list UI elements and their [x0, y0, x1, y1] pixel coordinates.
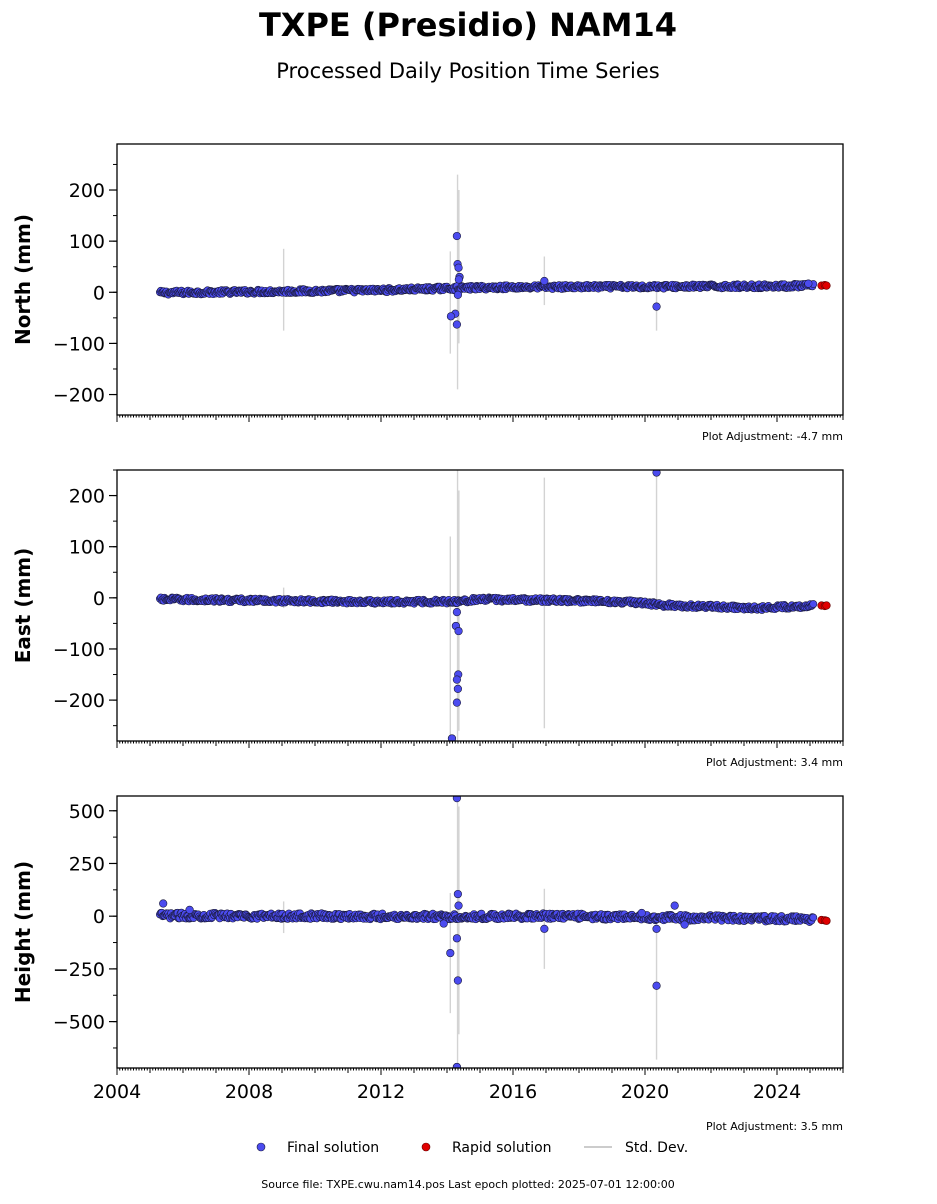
legend-rapid-label: Rapid solution	[452, 1140, 552, 1156]
height-final-point	[452, 934, 462, 943]
height-y-tick-label: −500	[53, 1012, 105, 1034]
height-final-point	[652, 924, 661, 933]
figure-title: TXPE (Presidio) NAM14	[259, 6, 677, 44]
east-plot-area	[155, 470, 831, 741]
panels: −200 −100 0 100 200 North (mm) Plot Adjustment…	[11, 143, 844, 1133]
height-x-tick-label: 2008	[225, 1081, 273, 1103]
height-x-tick-label: 2016	[489, 1081, 537, 1103]
height-x-tick-label: 2012	[357, 1081, 405, 1103]
north-final-point	[446, 312, 456, 321]
height-x-ticks: 2004 2008 2012 2016 2020 2024	[93, 1068, 844, 1103]
north-y-tick-label: 200	[69, 180, 105, 202]
north-y-tick-label: −100	[53, 333, 105, 355]
height-x-tick-label: 2024	[753, 1081, 801, 1103]
height-final-solution-series	[155, 796, 818, 1068]
north-y-tick-label: 100	[69, 231, 105, 253]
east-rapid-solution-series	[817, 601, 831, 611]
north-final-point	[652, 302, 661, 311]
height-final-point	[439, 919, 448, 928]
panel-east: −200 −100 0 100 200 East (mm) Plot Adjustment:…	[11, 469, 844, 769]
east-final-point	[652, 470, 661, 477]
height-y-ticks: −500 −250 0 250 500	[53, 801, 117, 1049]
north-final-point	[454, 263, 463, 272]
height-final-point	[540, 924, 549, 933]
east-y-tick-label: 0	[93, 588, 105, 610]
height-final-point	[446, 948, 455, 958]
height-final-point	[453, 976, 462, 985]
legend: Final solution Rapid solution Std. Dev.	[256, 1140, 688, 1156]
east-final-point	[447, 734, 457, 741]
east-final-solution-series	[155, 470, 818, 741]
east-y-axis-label: East (mm)	[11, 548, 35, 664]
east-final-point	[452, 608, 462, 617]
height-y-tick-label: −250	[53, 959, 105, 981]
height-final-point	[185, 905, 194, 914]
height-axes-frame	[116, 795, 844, 1069]
north-plot-area	[155, 174, 831, 390]
figure-subtitle: Processed Daily Position Time Series	[276, 59, 660, 83]
legend-final-label: Final solution	[287, 1140, 379, 1156]
east-y-tick-label: 100	[69, 537, 105, 559]
east-final-point	[452, 698, 462, 707]
north-final-point	[452, 231, 462, 241]
north-plot-adjustment: Plot Adjustment: -4.7 mm	[702, 430, 843, 443]
east-y-tick-label: −100	[53, 639, 105, 661]
panel-height: 2004 2008 2012 2016 2020 2024 −500 −250 0 250 500 H…	[11, 795, 844, 1133]
height-y-tick-label: 0	[93, 906, 105, 928]
height-x-tick-label: 2004	[93, 1081, 141, 1103]
legend-stddev-label: Std. Dev.	[625, 1140, 688, 1156]
height-rapid-point	[822, 916, 831, 925]
height-y-axis-label: Height (mm)	[11, 861, 35, 1003]
north-axes-frame	[116, 143, 844, 416]
legend-rapid-marker	[421, 1142, 431, 1152]
height-final-point	[809, 913, 818, 922]
east-y-tick-label: −200	[53, 690, 105, 712]
north-final-point	[452, 320, 462, 329]
north-y-tick-label: 0	[93, 282, 105, 304]
height-final-point	[637, 908, 646, 918]
north-y-axis-label: North (mm)	[11, 214, 35, 345]
height-final-point	[652, 981, 661, 990]
height-plot-area	[155, 796, 831, 1068]
north-final-solution-series	[155, 231, 818, 329]
height-y-tick-label: 250	[69, 853, 105, 875]
height-final-point	[680, 920, 689, 929]
height-plot-adjustment: Plot Adjustment: 3.5 mm	[706, 1120, 843, 1133]
height-final-point	[452, 1062, 461, 1068]
east-x-ticks	[116, 741, 844, 748]
height-final-point	[452, 796, 461, 803]
east-final-point	[453, 684, 462, 693]
height-final-point	[670, 901, 679, 910]
height-x-tick-label: 2020	[621, 1081, 669, 1103]
height-final-point	[454, 901, 463, 910]
legend-final-marker	[256, 1142, 266, 1152]
east-final-point	[454, 626, 463, 636]
north-final-point	[540, 276, 549, 286]
north-rapid-point	[822, 281, 831, 290]
east-final-point	[452, 675, 462, 684]
north-x-ticks	[116, 415, 844, 422]
height-y-tick-label: 500	[69, 801, 105, 823]
east-y-tick-label: 200	[69, 486, 105, 508]
height-final-point	[453, 889, 462, 899]
east-y-ticks: −200 −100 0 100 200	[53, 469, 117, 727]
height-final-point	[159, 899, 168, 908]
north-y-tick-label: −200	[53, 385, 105, 407]
panel-north: −200 −100 0 100 200 North (mm) Plot Adjustment…	[11, 143, 844, 443]
north-final-point	[454, 275, 463, 284]
north-final-point	[453, 290, 462, 299]
north-rapid-solution-series	[817, 281, 831, 290]
east-rapid-point	[822, 601, 831, 610]
footer-source: Source file: TXPE.cwu.nam14.pos Last epo…	[261, 1178, 675, 1191]
north-final-point	[804, 279, 813, 288]
height-rapid-solution-series	[817, 915, 831, 925]
east-plot-adjustment: Plot Adjustment: 3.4 mm	[706, 756, 843, 769]
north-y-ticks: −200 −100 0 100 200	[53, 163, 117, 407]
east-final-point	[809, 600, 818, 608]
